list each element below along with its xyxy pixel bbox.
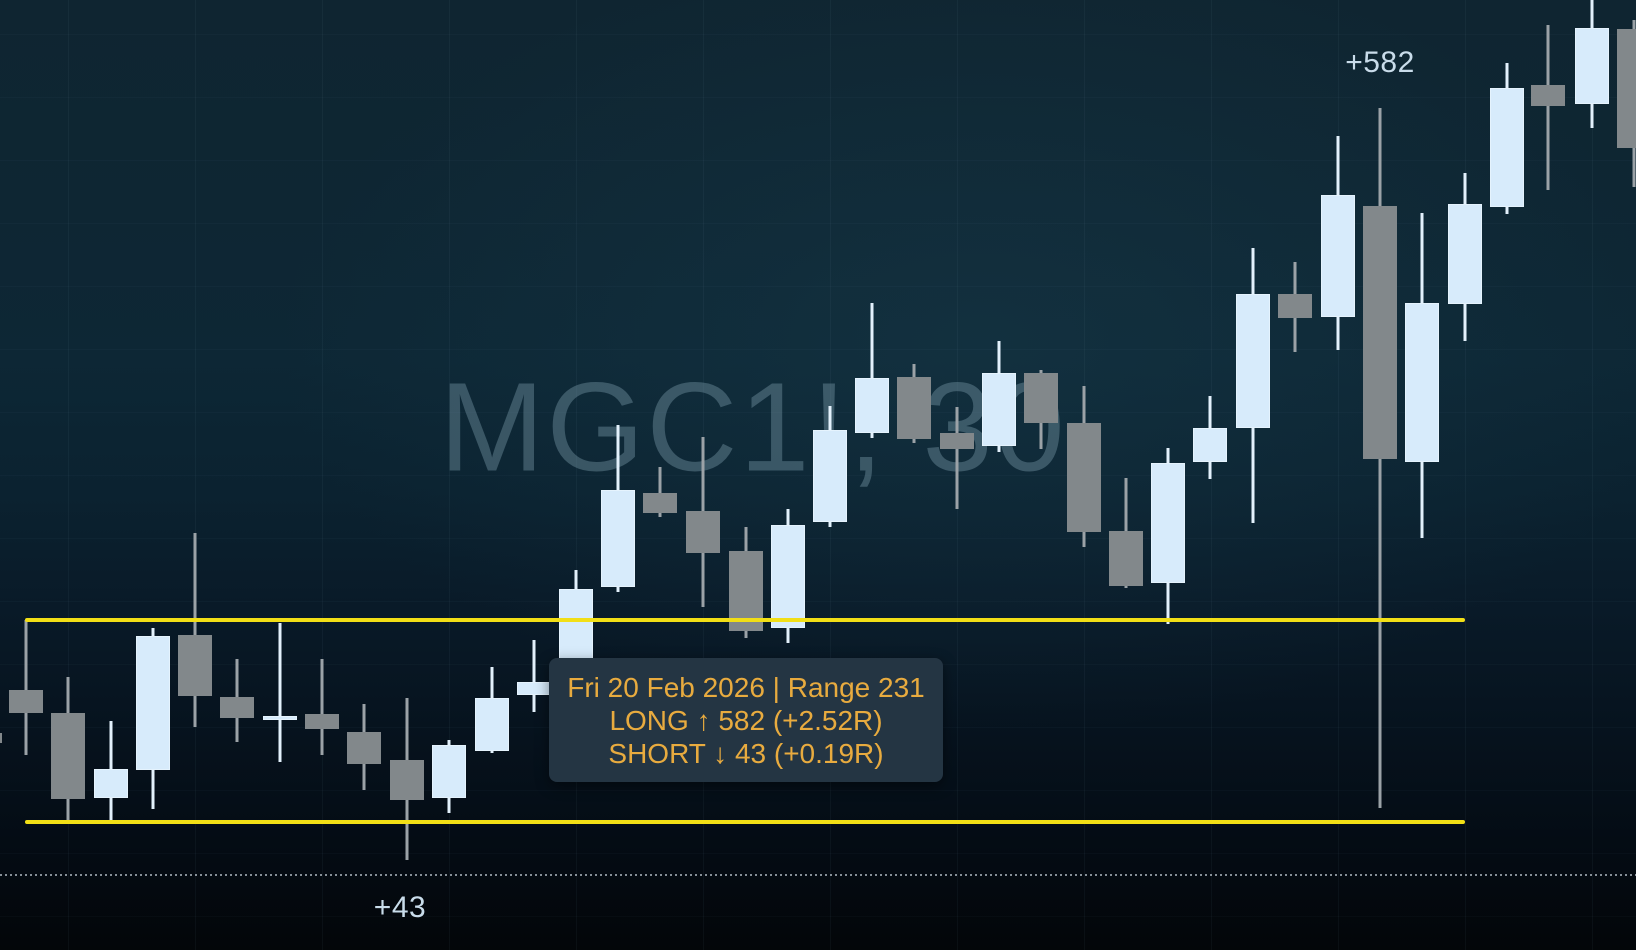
candle-wick (193, 533, 197, 727)
candle-body (1321, 195, 1355, 317)
vertical-gridline (195, 0, 196, 950)
short-result-label: +43 (373, 891, 427, 924)
candle-body (1405, 303, 1439, 462)
tooltip-short-result: SHORT ↓ 43 (+0.19R) (608, 737, 884, 769)
horizontal-gridline (0, 601, 1636, 602)
candle-body (686, 511, 720, 553)
candle-wick (955, 407, 959, 509)
candle-body (601, 490, 635, 587)
candle-body (1531, 85, 1565, 106)
candle-wick (320, 659, 324, 755)
horizontal-gridline (0, 97, 1636, 98)
candle-body (220, 697, 254, 718)
horizontal-gridline (0, 916, 1636, 917)
candle-wick (24, 620, 28, 755)
candle-body (517, 682, 551, 695)
candle-body (897, 377, 931, 439)
candle-body (1490, 88, 1524, 207)
horizontal-gridline (0, 853, 1636, 854)
vertical-gridline (1465, 0, 1466, 950)
range-low-line[interactable] (25, 820, 1465, 824)
candle-body (1024, 373, 1058, 423)
symbol-watermark: MGC1!, 30 (439, 356, 1067, 498)
tooltip-long-result: LONG ↑ 582 (+2.52R) (609, 704, 883, 736)
candle-body (136, 636, 170, 770)
candle-body (1067, 423, 1101, 532)
range-high-line[interactable] (25, 618, 1465, 622)
candle-body (51, 713, 85, 799)
horizontal-gridline (0, 160, 1636, 161)
candle-body (347, 732, 381, 764)
vertical-gridline (1338, 0, 1339, 950)
tooltip-date-range: Fri 20 Feb 2026 | Range 231 (567, 671, 925, 703)
candle-body (94, 769, 128, 798)
candle-wick (870, 303, 874, 438)
candle-body (1236, 294, 1270, 428)
candle-body (1617, 29, 1636, 148)
candle-body (1193, 428, 1227, 462)
candle-body (1151, 463, 1185, 583)
candle-body (263, 716, 297, 720)
candle-body (813, 430, 847, 522)
vertical-gridline (576, 0, 577, 950)
horizontal-gridline (0, 790, 1636, 791)
short-target-dotted-line (0, 874, 1636, 876)
candle-body (940, 433, 974, 449)
candle-body (643, 493, 677, 513)
candle-wick (278, 623, 282, 762)
candle-body (982, 373, 1016, 446)
candle-body (1278, 294, 1312, 318)
vertical-gridline (1211, 0, 1212, 950)
horizontal-gridline (0, 538, 1636, 539)
long-result-label: +582 (1345, 46, 1415, 79)
candle-body (475, 698, 509, 751)
vertical-gridline (1592, 0, 1593, 950)
horizontal-gridline (0, 34, 1636, 35)
candle-body (0, 733, 2, 743)
candle-wick (658, 467, 662, 517)
candle-body (432, 745, 466, 798)
candle-body (178, 635, 212, 696)
candle-body (9, 690, 43, 713)
vertical-gridline (449, 0, 450, 950)
candle-body (771, 525, 805, 628)
candle-body (390, 760, 424, 800)
candle-wick (1546, 25, 1550, 190)
candle-body (1448, 204, 1482, 304)
candle-wick (532, 640, 536, 712)
vertical-gridline (68, 0, 69, 950)
trade-summary-tooltip: Fri 20 Feb 2026 | Range 231 LONG ↑ 582 (… (549, 658, 943, 782)
candle-body (855, 378, 889, 433)
candle-body (305, 714, 339, 729)
candle-body (729, 551, 763, 631)
candle-body (1109, 531, 1143, 586)
candle-body (1363, 206, 1397, 459)
candle-body (1575, 28, 1609, 104)
vertical-gridline (322, 0, 323, 950)
